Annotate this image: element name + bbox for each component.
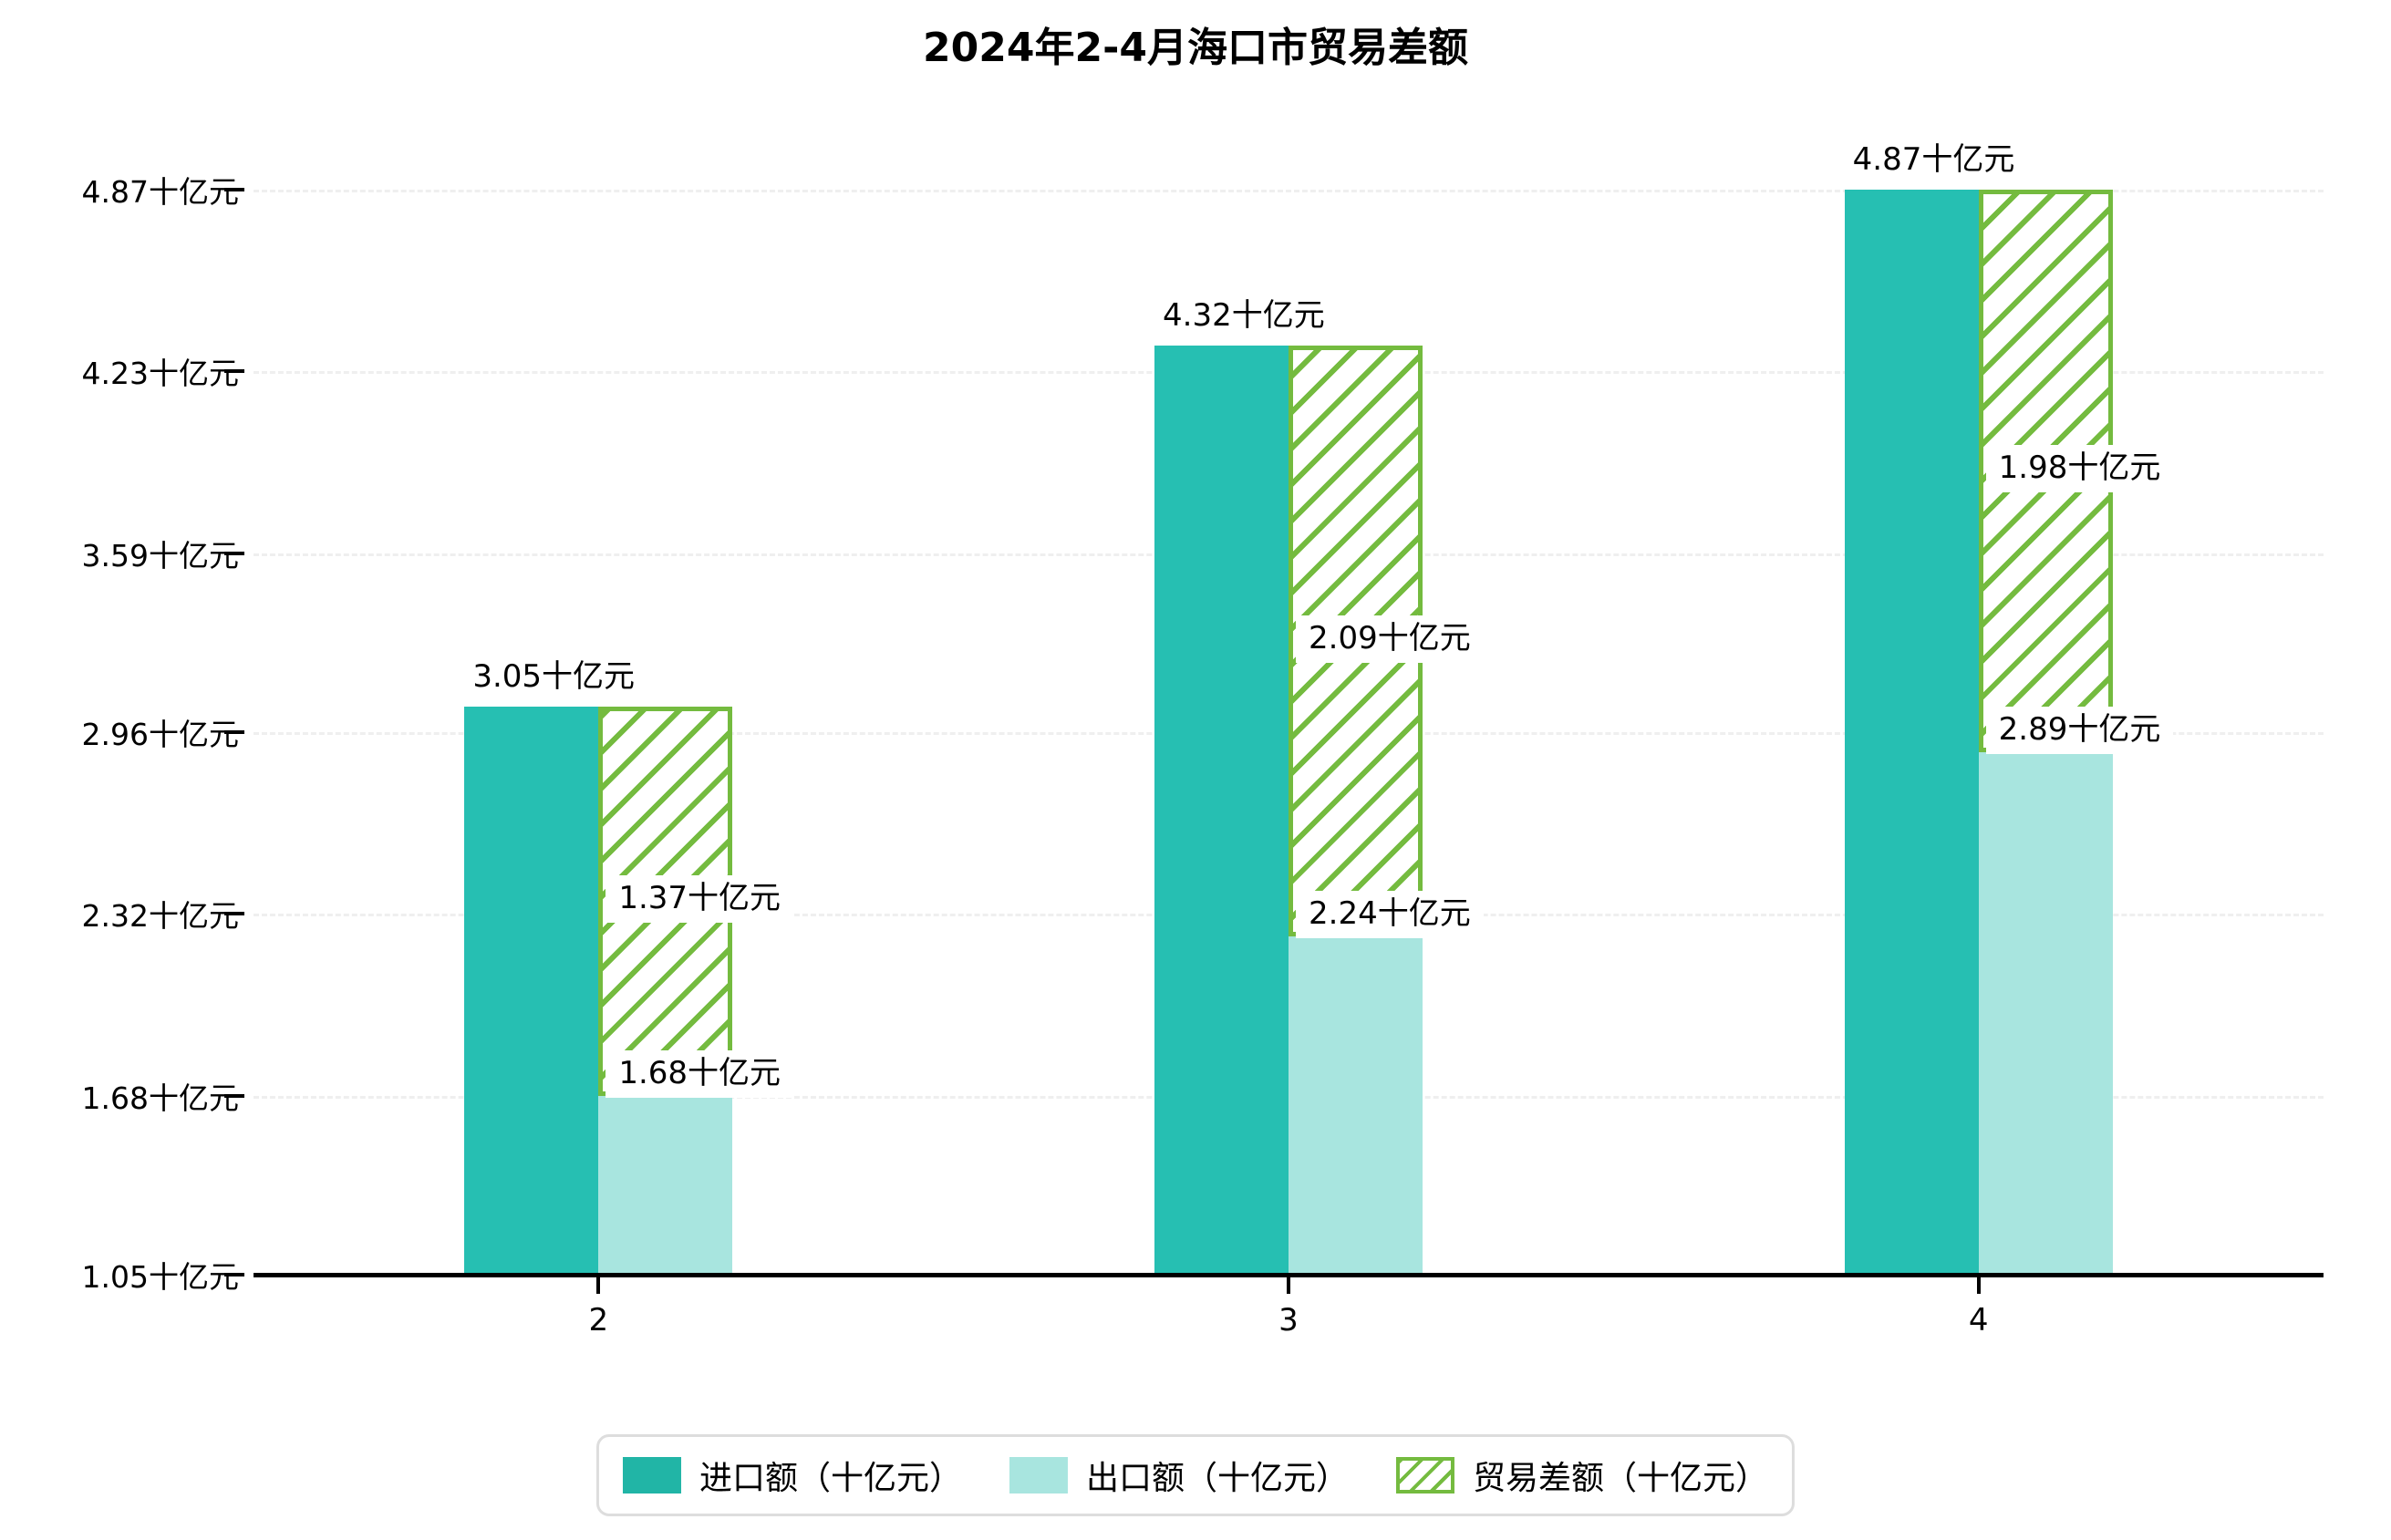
y-axis-tick-mark xyxy=(224,1273,244,1276)
value-label-export: 2.24十亿元 xyxy=(1296,891,1484,939)
legend-item[interactable]: 贸易差额（十亿元） xyxy=(1396,1452,1768,1499)
value-label-import: 3.05十亿元 xyxy=(460,653,648,701)
x-axis-tick-mark xyxy=(1976,1277,1981,1294)
legend-item-label: 进口额（十亿元） xyxy=(699,1460,962,1497)
x-axis-tick-label: 2 xyxy=(588,1302,609,1338)
bar-export[interactable] xyxy=(598,1095,733,1275)
y-axis-tick-label: 2.32十亿元 xyxy=(81,898,239,935)
legend-item-label: 出口额（十亿元） xyxy=(1085,1460,1350,1497)
x-axis-line xyxy=(254,1273,2324,1277)
value-label-import: 4.87十亿元 xyxy=(1839,136,2028,184)
value-label-export: 2.89十亿元 xyxy=(1985,706,2174,754)
y-axis-tick-mark xyxy=(224,1093,244,1098)
gridline xyxy=(254,189,2324,192)
value-label-trade-balance: 1.37十亿元 xyxy=(606,875,794,924)
plot-area: 3.05十亿元 1.37十亿元 1.68十亿元 4.32十亿元 2.09十亿元 2.24十… xyxy=(254,136,2324,1275)
chart-title: 2024年2-4月海口市贸易差额 xyxy=(923,25,1468,71)
bar-export[interactable] xyxy=(1289,936,1423,1275)
y-axis-tick-label: 4.23十亿元 xyxy=(81,356,239,392)
y-axis-tick-label: 1.05十亿元 xyxy=(81,1259,239,1295)
y-axis-tick-label: 4.87十亿元 xyxy=(81,173,239,210)
chart-legend: 进口额（十亿元） 出口额（十亿元） 贸易差额（十亿元） xyxy=(595,1434,1796,1516)
value-label-trade-balance: 1.98十亿元 xyxy=(1985,445,2174,493)
y-axis-tick-mark xyxy=(224,912,244,916)
import-swatch xyxy=(622,1457,681,1493)
legend-item[interactable]: 进口额（十亿元） xyxy=(622,1452,962,1499)
legend-item[interactable]: 出口额（十亿元） xyxy=(1009,1452,1349,1499)
value-label-trade-balance: 2.09十亿元 xyxy=(1296,615,1484,664)
x-axis-tick-label: 3 xyxy=(1278,1302,1299,1338)
value-label-export: 1.68十亿元 xyxy=(606,1049,794,1098)
y-axis-tick-label: 1.68十亿元 xyxy=(81,1080,239,1116)
legend-item-label: 贸易差额（十亿元） xyxy=(1473,1460,1769,1497)
y-axis-tick-label: 3.59十亿元 xyxy=(81,537,239,574)
bar-import[interactable] xyxy=(464,706,599,1275)
value-label-import: 4.32十亿元 xyxy=(1150,293,1338,341)
bar-export[interactable] xyxy=(1978,751,2113,1275)
bar-import[interactable] xyxy=(1154,346,1289,1275)
y-axis-tick-label: 2.96十亿元 xyxy=(81,716,239,752)
bar-import[interactable] xyxy=(1844,189,1979,1275)
export-swatch xyxy=(1009,1457,1068,1493)
y-axis-tick-mark xyxy=(224,369,244,374)
x-axis-tick-mark xyxy=(596,1277,601,1294)
y-axis-tick-mark xyxy=(224,551,244,555)
x-axis-tick-label: 4 xyxy=(1968,1302,1989,1338)
y-axis-tick-mark xyxy=(224,187,244,191)
balance-swatch xyxy=(1396,1457,1455,1493)
y-axis-tick-mark xyxy=(224,729,244,734)
x-axis-tick-mark xyxy=(1287,1277,1290,1294)
